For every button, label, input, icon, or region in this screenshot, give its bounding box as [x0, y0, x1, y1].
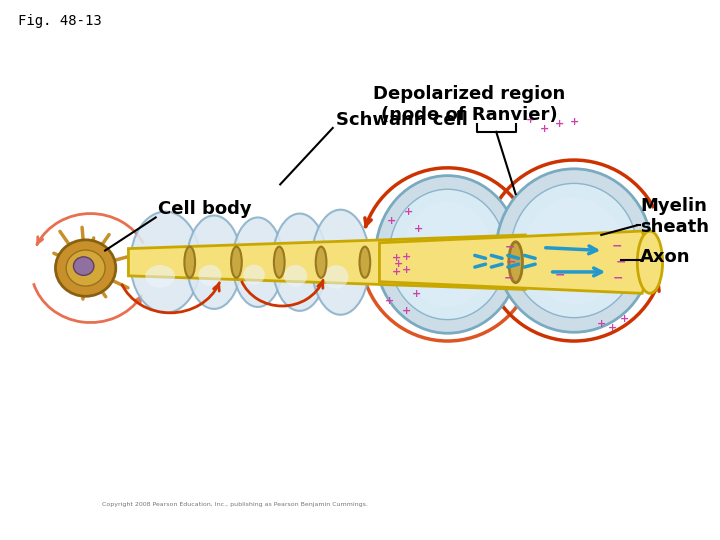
Text: +: +	[412, 289, 421, 299]
Text: +: +	[620, 314, 629, 323]
Text: +: +	[392, 267, 402, 277]
Ellipse shape	[316, 247, 326, 278]
Ellipse shape	[274, 247, 284, 278]
Text: +: +	[402, 265, 411, 275]
Ellipse shape	[509, 242, 523, 282]
Text: −: −	[505, 240, 515, 253]
Ellipse shape	[402, 202, 492, 307]
Text: +: +	[597, 319, 606, 328]
Ellipse shape	[311, 210, 370, 315]
Text: +: +	[570, 117, 579, 127]
Text: Fig. 48-13: Fig. 48-13	[17, 14, 102, 28]
Ellipse shape	[66, 250, 105, 286]
Ellipse shape	[637, 231, 662, 293]
Text: +: +	[608, 323, 618, 333]
Text: +: +	[540, 124, 549, 134]
Text: −: −	[554, 268, 564, 281]
Ellipse shape	[145, 265, 175, 288]
Text: Myelin
sheath: Myelin sheath	[640, 197, 709, 236]
Text: Schwann cell: Schwann cell	[336, 111, 467, 129]
Ellipse shape	[130, 212, 200, 313]
Ellipse shape	[233, 218, 283, 307]
Text: +: +	[526, 115, 535, 125]
Text: −: −	[616, 256, 626, 269]
Text: +: +	[414, 224, 423, 234]
Ellipse shape	[186, 215, 241, 309]
Text: −: −	[505, 256, 516, 269]
Ellipse shape	[376, 176, 520, 333]
Text: +: +	[384, 296, 394, 306]
Text: −: −	[503, 271, 514, 284]
Text: Axon: Axon	[640, 248, 690, 266]
Text: +: +	[387, 217, 396, 226]
Ellipse shape	[272, 213, 327, 311]
Text: −: −	[613, 271, 623, 284]
Ellipse shape	[390, 189, 506, 320]
Text: Cell body: Cell body	[158, 200, 251, 219]
Ellipse shape	[359, 247, 370, 278]
Text: Copyright 2008 Pearson Education, Inc., publishing as Pearson Benjamin Cummings.: Copyright 2008 Pearson Education, Inc., …	[102, 502, 368, 508]
Ellipse shape	[184, 247, 195, 278]
Text: Depolarized region
(node of Ranvier): Depolarized region (node of Ranvier)	[373, 85, 565, 124]
Ellipse shape	[510, 184, 637, 318]
Text: +: +	[395, 259, 403, 269]
Ellipse shape	[324, 265, 348, 289]
Ellipse shape	[496, 169, 652, 332]
Text: +: +	[404, 207, 413, 217]
Text: +: +	[555, 119, 564, 129]
Polygon shape	[128, 235, 534, 289]
Text: +: +	[392, 253, 402, 264]
Ellipse shape	[284, 265, 307, 287]
Ellipse shape	[526, 197, 623, 304]
Ellipse shape	[231, 247, 242, 278]
Text: −: −	[556, 242, 567, 255]
Ellipse shape	[55, 240, 116, 296]
Polygon shape	[379, 231, 652, 293]
Ellipse shape	[199, 265, 222, 286]
Text: −: −	[611, 239, 622, 252]
Text: +: +	[402, 252, 411, 262]
Text: +: +	[402, 306, 411, 316]
Ellipse shape	[73, 257, 94, 275]
Ellipse shape	[243, 265, 265, 285]
